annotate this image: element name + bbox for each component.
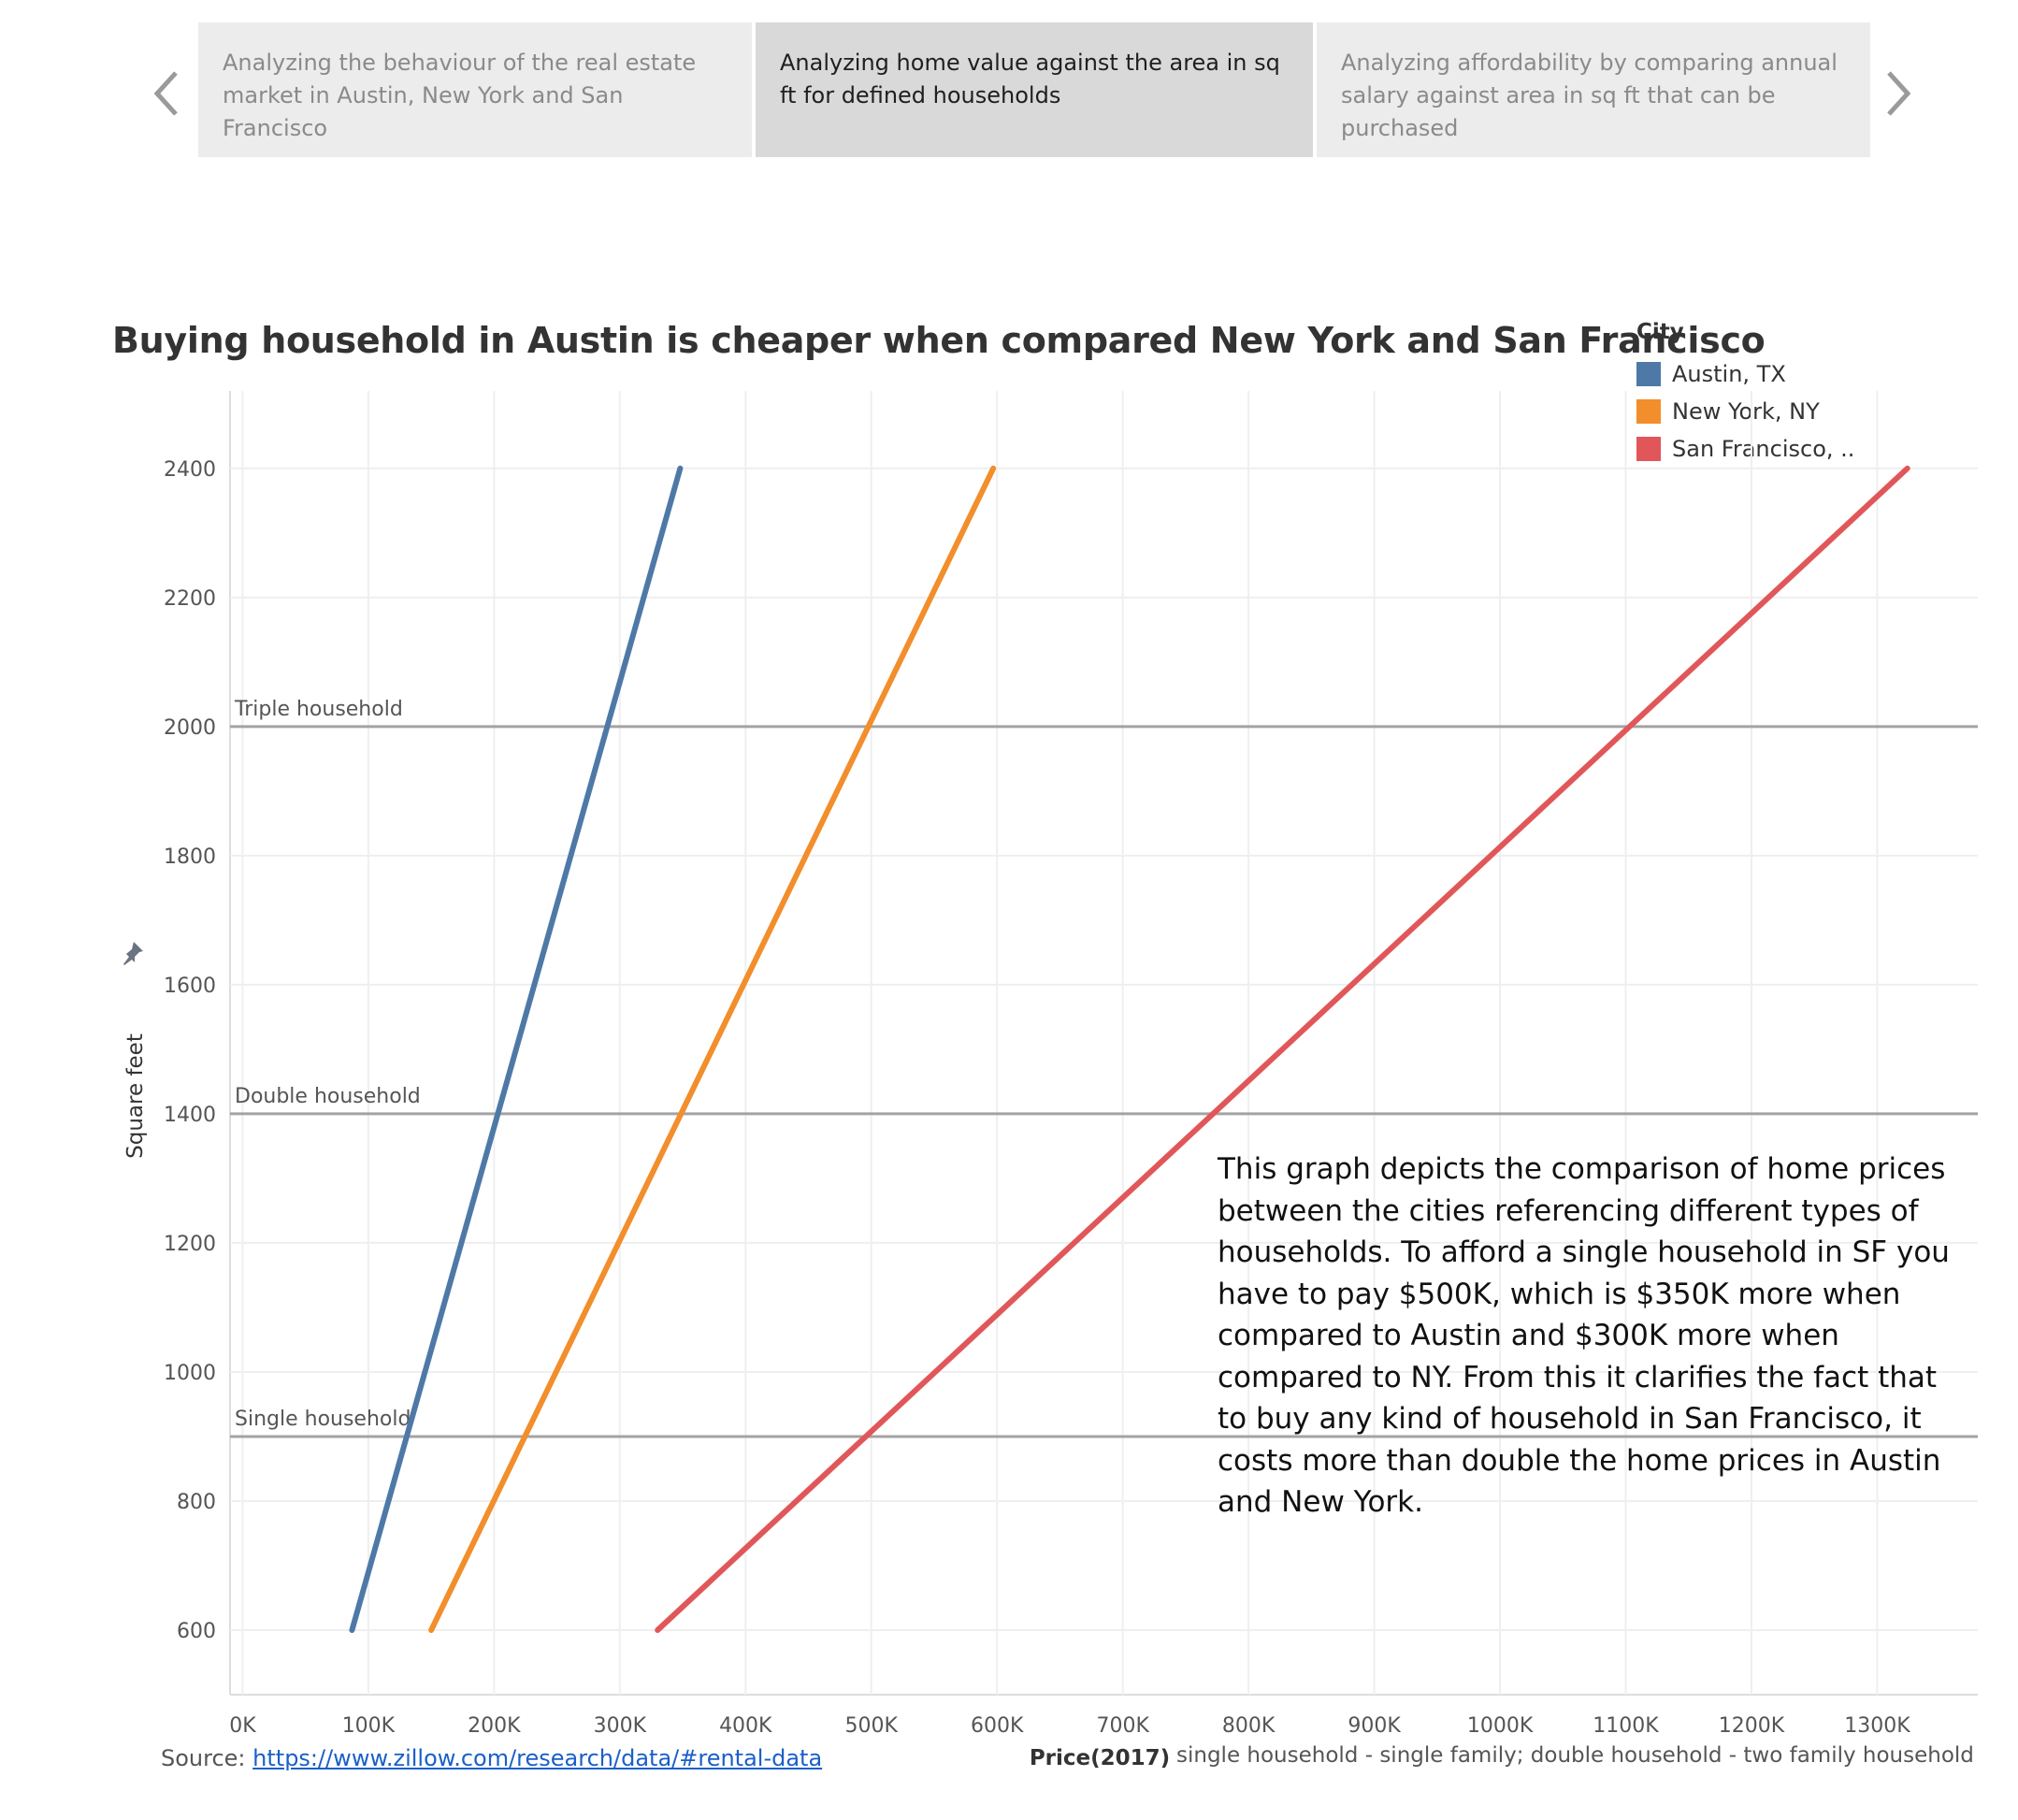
y-tick-label: 600 [177,1620,216,1643]
series-line[interactable] [655,465,1910,1633]
pin-icon[interactable] [118,939,146,967]
x-tick-label: 600K [971,1714,1024,1738]
next-story-button[interactable] [1870,56,1926,131]
legend-title: City [1636,320,1684,344]
x-tick-label: 1100K [1593,1714,1659,1738]
legend-item-austin[interactable]: Austin, TX [1636,355,1854,393]
x-tick-label: 900K [1348,1714,1401,1738]
legend[interactable]: City Austin, TX New York, NY San Francis… [1636,320,1854,468]
reference-line-label: Double household [235,1085,421,1108]
reference-line-label: Single household [235,1408,411,1431]
y-tick-label: 800 [177,1491,216,1514]
story-tab-market-behaviour[interactable]: Analyzing the behaviour of the real esta… [198,22,752,157]
footnote: single household - single family; double… [1176,1743,1974,1768]
legend-label: San Francisco, .. [1672,436,1855,462]
source-label: Source: [161,1745,246,1771]
x-tick-label: 200K [468,1714,521,1738]
x-tick-label: 1200K [1719,1714,1785,1738]
x-tick-label: 1300K [1844,1714,1910,1738]
y-tick-label: 1400 [164,1104,216,1127]
source-link[interactable]: https://www.zillow.com/research/data/#re… [252,1745,823,1771]
legend-item-san-francisco[interactable]: San Francisco, .. [1636,430,1854,468]
x-tick-label: 700K [1096,1714,1149,1738]
chart-title: Buying household in Austin is cheaper wh… [112,320,1766,361]
legend-swatch [1636,362,1661,386]
y-tick-label: 1800 [164,845,216,869]
y-tick-label: 2000 [164,716,216,740]
legend-label: New York, NY [1672,398,1820,425]
prev-story-button[interactable] [138,56,195,131]
series-line[interactable] [428,465,997,1633]
story-tab-home-value[interactable]: Analyzing home value against the area in… [756,22,1313,157]
x-tick-label: 300K [594,1714,647,1738]
y-tick-label: 2400 [164,458,216,482]
legend-swatch [1636,399,1661,424]
legend-item-new-york[interactable]: New York, NY [1636,393,1854,430]
x-tick-label: 1000K [1467,1714,1534,1738]
x-axis-label: Price(2017) [1030,1746,1170,1770]
x-tick-label: 400K [719,1714,772,1738]
y-tick-label: 2200 [164,587,216,611]
chart-annotation: This graph depicts the comparison of hom… [1218,1152,1950,1519]
reference-line-label: Triple household [234,698,403,721]
x-tick-label: 100K [342,1714,396,1738]
y-tick-label: 1200 [164,1233,216,1256]
x-tick-label: 0K [229,1714,256,1738]
series-line[interactable] [349,465,684,1633]
x-tick-label: 800K [1222,1714,1276,1738]
story-tab-affordability[interactable]: Analyzing affordability by comparing ann… [1317,22,1870,157]
y-tick-label: 1600 [164,975,216,998]
legend-label: Austin, TX [1672,361,1786,387]
chevron-left-icon [153,71,178,116]
y-axis-label: Square feet [123,1033,148,1159]
legend-swatch [1636,437,1661,461]
chevron-right-icon [1887,71,1911,116]
x-tick-label: 500K [845,1714,899,1738]
y-tick-label: 1000 [164,1362,216,1385]
source-line: Source: https://www.zillow.com/research/… [161,1745,822,1771]
